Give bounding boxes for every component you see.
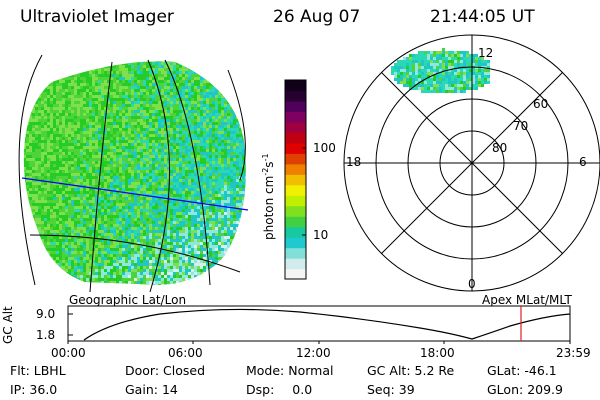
instrument-title: Ultraviolet Imager	[20, 7, 174, 27]
colorbar-segment	[285, 90, 306, 102]
colorbar-segment	[285, 268, 306, 280]
mlat-label-60: 60	[533, 97, 549, 111]
colorbar-segment	[285, 184, 306, 196]
status-mode: Mode: Normal	[246, 363, 334, 378]
right-panel-caption: Apex MLat/MLT	[482, 293, 572, 307]
altitude-curve	[83, 308, 571, 341]
colorbar-segment	[285, 163, 306, 175]
colorbar-label-10: 10	[313, 228, 329, 242]
longitude-line	[227, 69, 246, 181]
mlt-diagonal	[381, 72, 563, 254]
longitude-line	[89, 61, 113, 293]
polar-grid	[343, 34, 600, 292]
mlat-label-80: 80	[492, 141, 508, 155]
colorbar-segment	[285, 80, 306, 92]
colorbar-segment	[285, 142, 306, 154]
altitude-tick-label-1.8: 1.8	[36, 328, 56, 342]
mlt-label-6: 6	[579, 155, 587, 169]
colorbar-segment	[285, 195, 306, 207]
colorbar-segment	[285, 216, 306, 228]
polar-auroral-image	[391, 48, 490, 93]
left-panel-caption: Geographic Lat/Lon	[69, 293, 187, 307]
status-gain: Gain: 14	[125, 382, 178, 397]
geographic-grid	[18, 54, 246, 293]
colorbar-segment	[285, 153, 306, 165]
time-label-2359: 23:59	[556, 346, 591, 360]
mlt-label-18: 18	[346, 155, 362, 169]
status-door: Door: Closed	[125, 363, 206, 378]
status-glat: GLat: -46.1	[487, 363, 557, 378]
status-ip: IP: 36.0	[10, 382, 58, 397]
mlat-label-70: 70	[513, 119, 529, 133]
altitude-ylabel: GC Alt	[1, 306, 15, 344]
altitude-plot-frame	[67, 305, 571, 342]
image-time: 21:44:05 UT	[430, 7, 535, 27]
colorbar-segment	[285, 174, 306, 186]
status-glon: GLon: 209.9	[487, 382, 563, 397]
colorbar-segment	[285, 258, 306, 270]
colorbar-segment	[285, 121, 306, 133]
longitude-line	[147, 59, 170, 293]
colorbar-segment	[285, 247, 306, 259]
colorbar-segment	[285, 111, 306, 123]
terminator-line	[21, 177, 249, 211]
image-date: 26 Aug 07	[273, 7, 361, 27]
time-label-0000: 00:00	[51, 346, 86, 360]
time-label-1800: 18:00	[420, 346, 455, 360]
time-label-0600: 06:00	[168, 346, 203, 360]
longitude-line	[18, 54, 43, 286]
status-filter: Flt: LBHL	[10, 363, 66, 378]
status-gc-alt: GC Alt: 5.2 Re	[367, 363, 455, 378]
colorbar-segment	[285, 226, 306, 238]
longitude-line	[164, 59, 211, 286]
status-dsp: Dsp: 0.0	[246, 382, 313, 397]
colorbar	[285, 80, 306, 280]
altitude-tick-label-9: 9.0	[36, 307, 56, 321]
colorbar-frame	[284, 79, 307, 280]
colorbar-units: photon cm-2s-1	[261, 153, 276, 240]
mlt-label-0: 0	[468, 277, 476, 291]
time-label-1200: 12:00	[296, 346, 331, 360]
latitude-line	[29, 234, 241, 273]
colorbar-label-100: 100	[313, 141, 336, 155]
colorbar-segment	[285, 205, 306, 217]
colorbar-segment	[285, 100, 306, 113]
mlt-label-12: 12	[478, 46, 494, 60]
colorbar-segment	[285, 132, 306, 144]
auroral-image	[23, 61, 246, 285]
status-seq: Seq: 39	[367, 382, 415, 397]
colorbar-segment	[285, 237, 306, 249]
